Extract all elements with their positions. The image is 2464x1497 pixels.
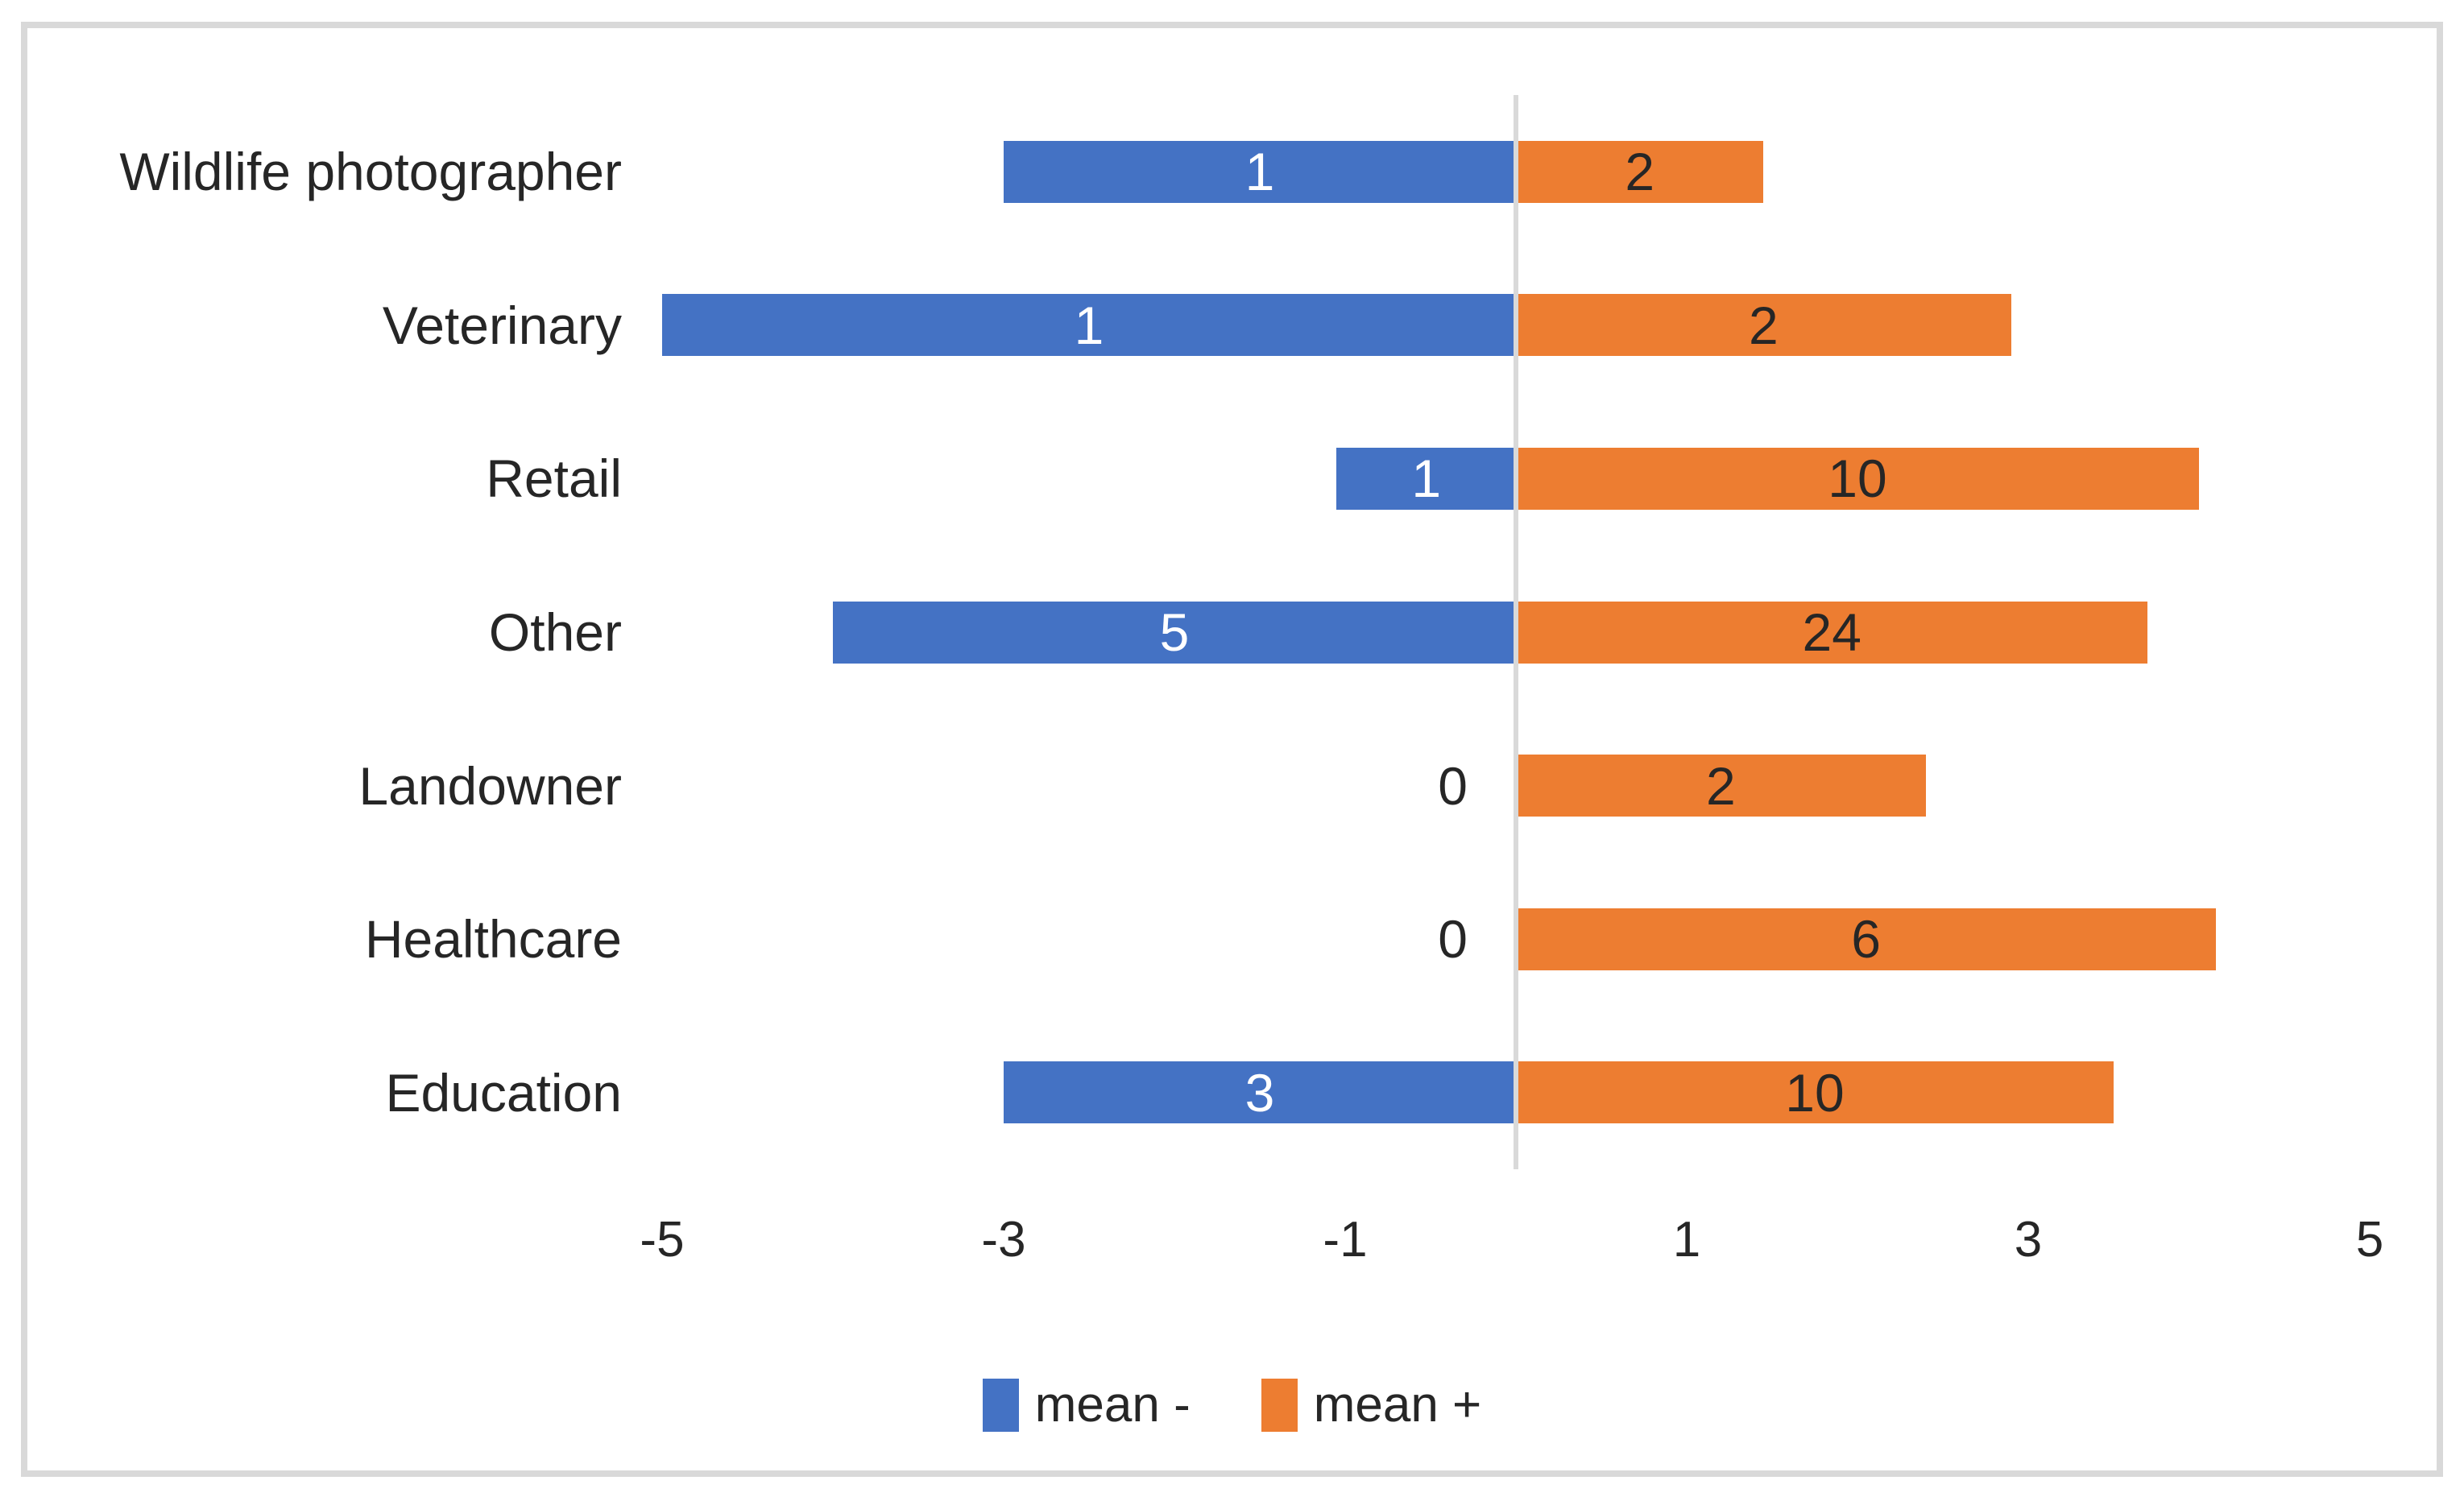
bar-data-label: 2 xyxy=(1749,295,1779,355)
legend-label-mean-plus: mean + xyxy=(1313,1377,1482,1433)
x-axis-tick-label: -5 xyxy=(640,1212,685,1267)
category-label: Wildlife photographer xyxy=(119,142,622,202)
zero-axis-line xyxy=(1514,95,1518,1169)
legend-label-mean-minus: mean - xyxy=(1034,1377,1191,1433)
category-label: Veterinary xyxy=(382,295,622,355)
bar-mean-minus xyxy=(1004,1061,1516,1124)
legend-item-mean-plus: mean + xyxy=(1261,1377,1482,1433)
legend-swatch-mean-minus-icon xyxy=(982,1379,1019,1432)
category-label: Retail xyxy=(486,449,622,509)
bar-mean-plus xyxy=(1516,294,2011,357)
x-axis-tick-label: 5 xyxy=(2355,1212,2384,1267)
bar-mean-plus xyxy=(1516,447,2199,510)
bar-data-label: 2 xyxy=(1625,142,1655,202)
bar-mean-plus xyxy=(1516,908,2217,970)
bar-mean-minus xyxy=(833,601,1516,664)
bar-mean-minus xyxy=(1336,447,1516,510)
bar-data-label: 1 xyxy=(1411,449,1442,509)
category-label: Landowner xyxy=(358,755,622,816)
x-axis-tick-label: -3 xyxy=(981,1212,1026,1267)
category-label: Other xyxy=(488,602,622,662)
bar-data-label: 3 xyxy=(1244,1062,1275,1123)
bar-mean-plus xyxy=(1516,755,1926,817)
bar-mean-minus xyxy=(662,294,1516,357)
zero-data-label: 0 xyxy=(1438,755,1468,816)
bar-mean-minus xyxy=(1004,140,1516,203)
bar-data-label: 1 xyxy=(1244,142,1275,202)
category-label: Education xyxy=(385,1062,622,1123)
bar-mean-plus xyxy=(1516,140,1764,203)
zero-data-label: 0 xyxy=(1438,909,1468,970)
bar-data-label: 1 xyxy=(1074,295,1104,355)
bar-data-label: 5 xyxy=(1159,602,1190,662)
x-axis-tick-label: 3 xyxy=(2014,1212,2043,1267)
bar-mean-plus xyxy=(1516,1061,2114,1124)
legend-item-mean-minus: mean - xyxy=(982,1377,1191,1433)
bar-data-label: 24 xyxy=(1802,602,1861,662)
bar-data-label: 2 xyxy=(1706,755,1736,816)
bar-data-label: 10 xyxy=(1828,449,1887,509)
x-axis-tick-label: 1 xyxy=(1672,1212,1701,1267)
bar-data-label: 10 xyxy=(1785,1062,1845,1123)
x-axis-tick-label: -1 xyxy=(1323,1212,1368,1267)
chart-legend: mean - mean + xyxy=(0,1373,2464,1437)
bar-data-label: 6 xyxy=(1851,909,1881,970)
bar-mean-plus xyxy=(1516,601,2148,664)
category-label: Healthcare xyxy=(364,909,622,970)
legend-swatch-mean-plus-icon xyxy=(1261,1379,1298,1432)
